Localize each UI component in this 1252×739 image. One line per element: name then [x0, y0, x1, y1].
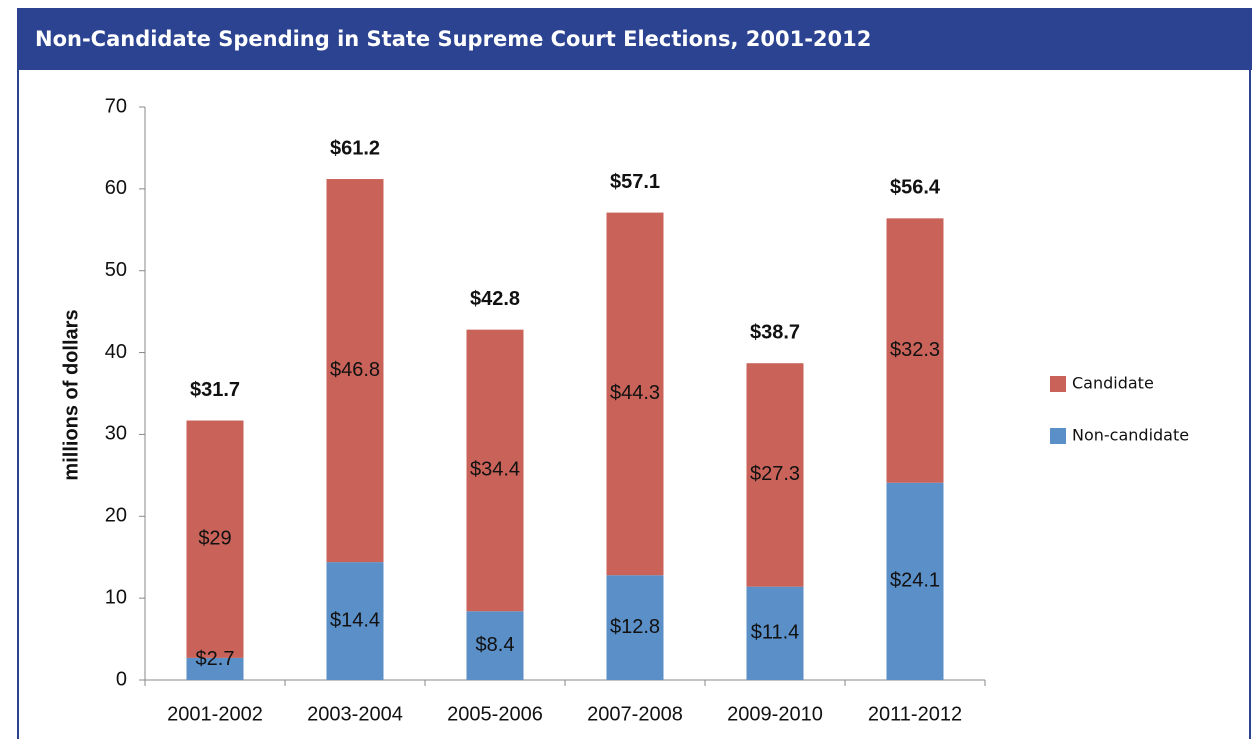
x-tick-label: 2009-2010 — [727, 703, 823, 725]
frame-right — [1249, 8, 1251, 739]
legend-label: Non-candidate — [1072, 426, 1189, 445]
y-tick-label: 50 — [105, 259, 127, 281]
legend-label: Candidate — [1072, 374, 1154, 393]
value-label: $32.3 — [890, 339, 940, 361]
y-tick-label: 20 — [105, 505, 127, 527]
x-tick-label: 2001-2002 — [167, 703, 263, 725]
total-label: $56.4 — [890, 177, 941, 199]
y-tick-label: 10 — [105, 586, 127, 608]
value-label: $11.4 — [751, 622, 800, 644]
value-label: $29 — [198, 527, 231, 549]
bar-segment — [186, 420, 244, 658]
y-tick-label: 30 — [105, 423, 127, 445]
y-axis-label: millions of dollars — [60, 309, 82, 480]
value-label: $27.3 — [750, 463, 800, 485]
total-label: $42.8 — [470, 288, 520, 310]
total-label: $57.1 — [610, 171, 660, 193]
value-label: $14.4 — [330, 609, 380, 631]
bar-segment — [326, 562, 384, 680]
total-label: $31.7 — [190, 379, 240, 401]
bar-segment — [606, 212, 664, 576]
x-tick-label: 2005-2006 — [447, 703, 543, 725]
y-tick-label: 60 — [105, 177, 127, 199]
legend-swatch — [1050, 376, 1066, 392]
bar-segment — [886, 218, 944, 483]
frame-left — [17, 8, 19, 739]
value-label: $24.1 — [890, 570, 940, 592]
bar-segment — [466, 329, 524, 612]
x-tick-label: 2003-2004 — [307, 703, 403, 725]
y-tick-label: 40 — [105, 341, 127, 363]
total-label: $61.2 — [330, 137, 380, 159]
bar-segment — [466, 611, 524, 680]
value-label: $2.7 — [196, 648, 235, 670]
y-tick-label: 70 — [105, 95, 127, 117]
bar-segment — [606, 575, 664, 680]
y-tick-label: 0 — [116, 668, 127, 690]
bar-segment — [746, 586, 804, 680]
x-tick-label: 2011-2012 — [868, 703, 962, 725]
legend-swatch — [1050, 428, 1066, 444]
x-tick-label: 2007-2008 — [587, 703, 683, 725]
value-label: $12.8 — [610, 616, 660, 638]
bar-segment — [326, 179, 384, 563]
chart-title: Non-Candidate Spending in State Supreme … — [17, 8, 1252, 70]
bar-segment — [746, 363, 804, 587]
bar-segment — [186, 657, 244, 680]
bar-segment — [886, 482, 944, 680]
value-label: $8.4 — [476, 634, 515, 656]
value-label: $44.3 — [610, 382, 660, 404]
total-label: $38.7 — [750, 321, 800, 343]
value-label: $34.4 — [470, 459, 520, 481]
value-label: $46.8 — [330, 359, 380, 381]
